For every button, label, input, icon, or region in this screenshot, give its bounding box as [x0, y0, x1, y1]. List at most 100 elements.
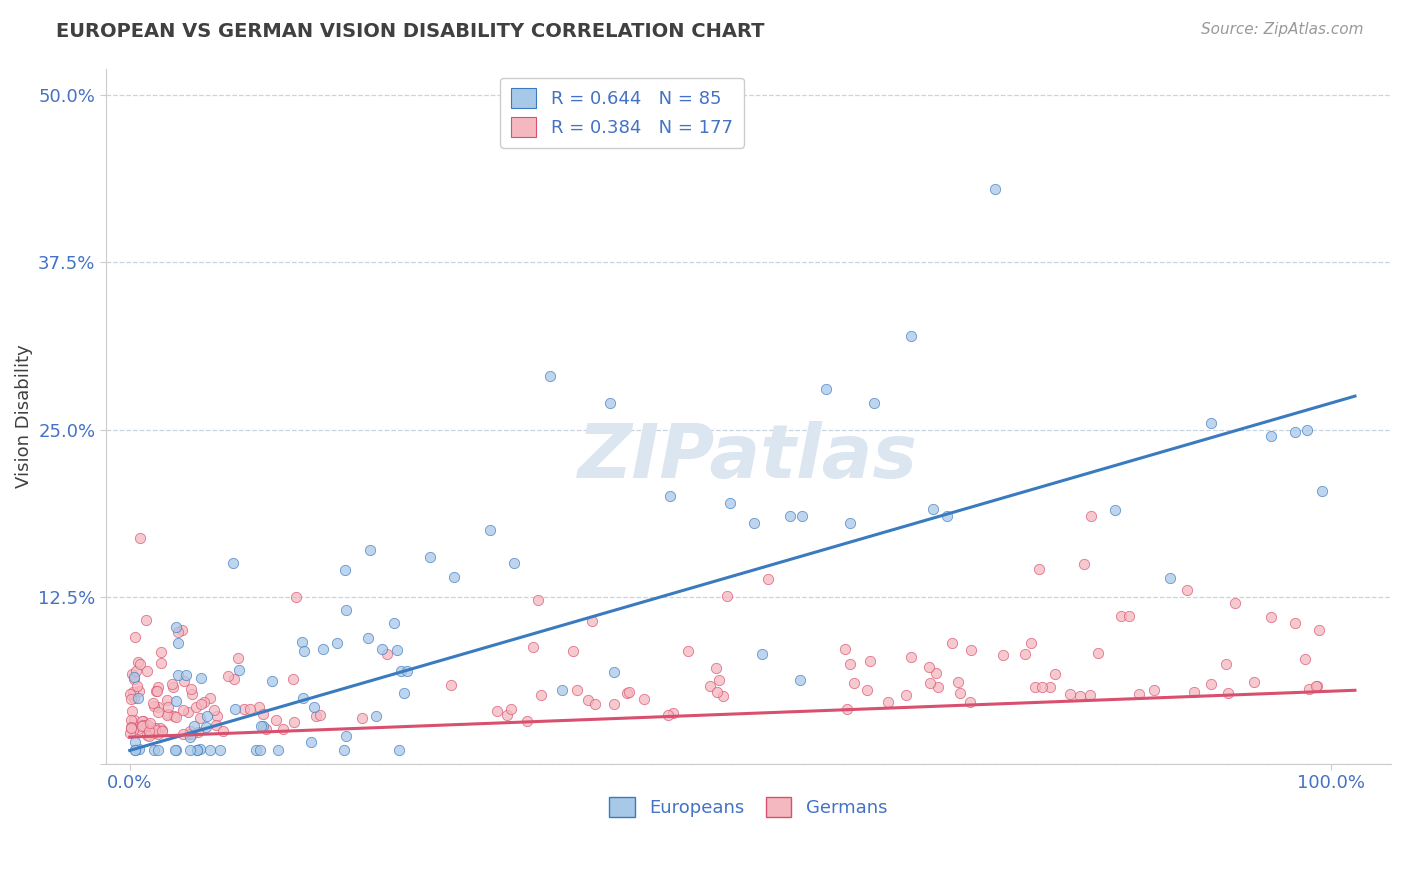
Point — [132, 718, 155, 732]
Point — [364, 709, 387, 723]
Point — [333, 743, 356, 757]
Point — [676, 644, 699, 658]
Point — [233, 702, 256, 716]
Point — [122, 723, 145, 737]
Point — [285, 590, 308, 604]
Point — [440, 678, 463, 692]
Point — [713, 690, 735, 704]
Point — [177, 705, 200, 719]
Point — [792, 509, 814, 524]
Point — [1223, 596, 1246, 610]
Point — [132, 714, 155, 728]
Point — [217, 669, 239, 683]
Point — [1199, 677, 1222, 691]
Point — [350, 711, 373, 725]
Point — [389, 664, 412, 678]
Point — [1310, 484, 1333, 499]
Point — [146, 727, 169, 741]
Point — [118, 687, 141, 701]
Point — [118, 726, 141, 740]
Point — [599, 396, 621, 410]
Point — [941, 636, 963, 650]
Point — [135, 613, 157, 627]
Point — [706, 685, 728, 699]
Point — [751, 647, 773, 661]
Point — [121, 667, 143, 681]
Point — [371, 641, 394, 656]
Point — [662, 706, 685, 721]
Point — [136, 718, 159, 732]
Point — [815, 383, 838, 397]
Text: Source: ZipAtlas.com: Source: ZipAtlas.com — [1201, 22, 1364, 37]
Point — [335, 603, 357, 617]
Point — [184, 700, 207, 714]
Point — [139, 716, 162, 731]
Point — [142, 724, 165, 739]
Point — [779, 509, 801, 524]
Point — [959, 695, 981, 709]
Text: ZIPatlas: ZIPatlas — [578, 421, 918, 494]
Point — [120, 713, 142, 727]
Point — [856, 682, 879, 697]
Point — [180, 682, 202, 697]
Point — [312, 642, 335, 657]
Point — [1109, 609, 1132, 624]
Point — [581, 614, 603, 628]
Point — [167, 668, 190, 682]
Point — [122, 670, 145, 684]
Point — [136, 720, 159, 734]
Point — [252, 719, 274, 733]
Point — [127, 723, 149, 737]
Point — [165, 743, 187, 757]
Point — [1298, 681, 1320, 696]
Point — [165, 620, 187, 634]
Point — [135, 718, 157, 732]
Point — [162, 681, 184, 695]
Point — [187, 725, 209, 739]
Point — [179, 743, 201, 757]
Point — [1087, 646, 1109, 660]
Point — [138, 729, 160, 743]
Point — [858, 654, 880, 668]
Point — [224, 702, 246, 716]
Point — [567, 683, 589, 698]
Point — [387, 743, 409, 757]
Point — [837, 702, 859, 716]
Point — [842, 676, 865, 690]
Point — [122, 691, 145, 706]
Point — [1294, 651, 1316, 665]
Point — [198, 691, 221, 706]
Point — [1019, 636, 1042, 650]
Point — [143, 743, 166, 757]
Point — [959, 643, 981, 657]
Point — [129, 531, 152, 545]
Text: EUROPEAN VS GERMAN VISION DISABILITY CORRELATION CHART: EUROPEAN VS GERMAN VISION DISABILITY COR… — [56, 22, 765, 41]
Point — [142, 696, 165, 710]
Point — [1039, 680, 1062, 694]
Point — [1080, 509, 1102, 524]
Point — [486, 704, 509, 718]
Point — [205, 709, 228, 723]
Point — [212, 723, 235, 738]
Point — [1118, 609, 1140, 624]
Point — [183, 719, 205, 733]
Point — [190, 671, 212, 685]
Point — [170, 624, 193, 638]
Point — [603, 698, 626, 712]
Point — [124, 743, 146, 757]
Point — [202, 703, 225, 717]
Point — [156, 707, 179, 722]
Point — [839, 516, 862, 530]
Point — [839, 657, 862, 671]
Point — [157, 700, 180, 714]
Point — [145, 723, 167, 738]
Point — [382, 616, 405, 631]
Point — [128, 741, 150, 756]
Point — [124, 743, 146, 757]
Point — [283, 672, 305, 686]
Point — [877, 695, 900, 709]
Point — [1014, 647, 1036, 661]
Point — [249, 743, 271, 757]
Point — [501, 702, 523, 716]
Point — [894, 689, 917, 703]
